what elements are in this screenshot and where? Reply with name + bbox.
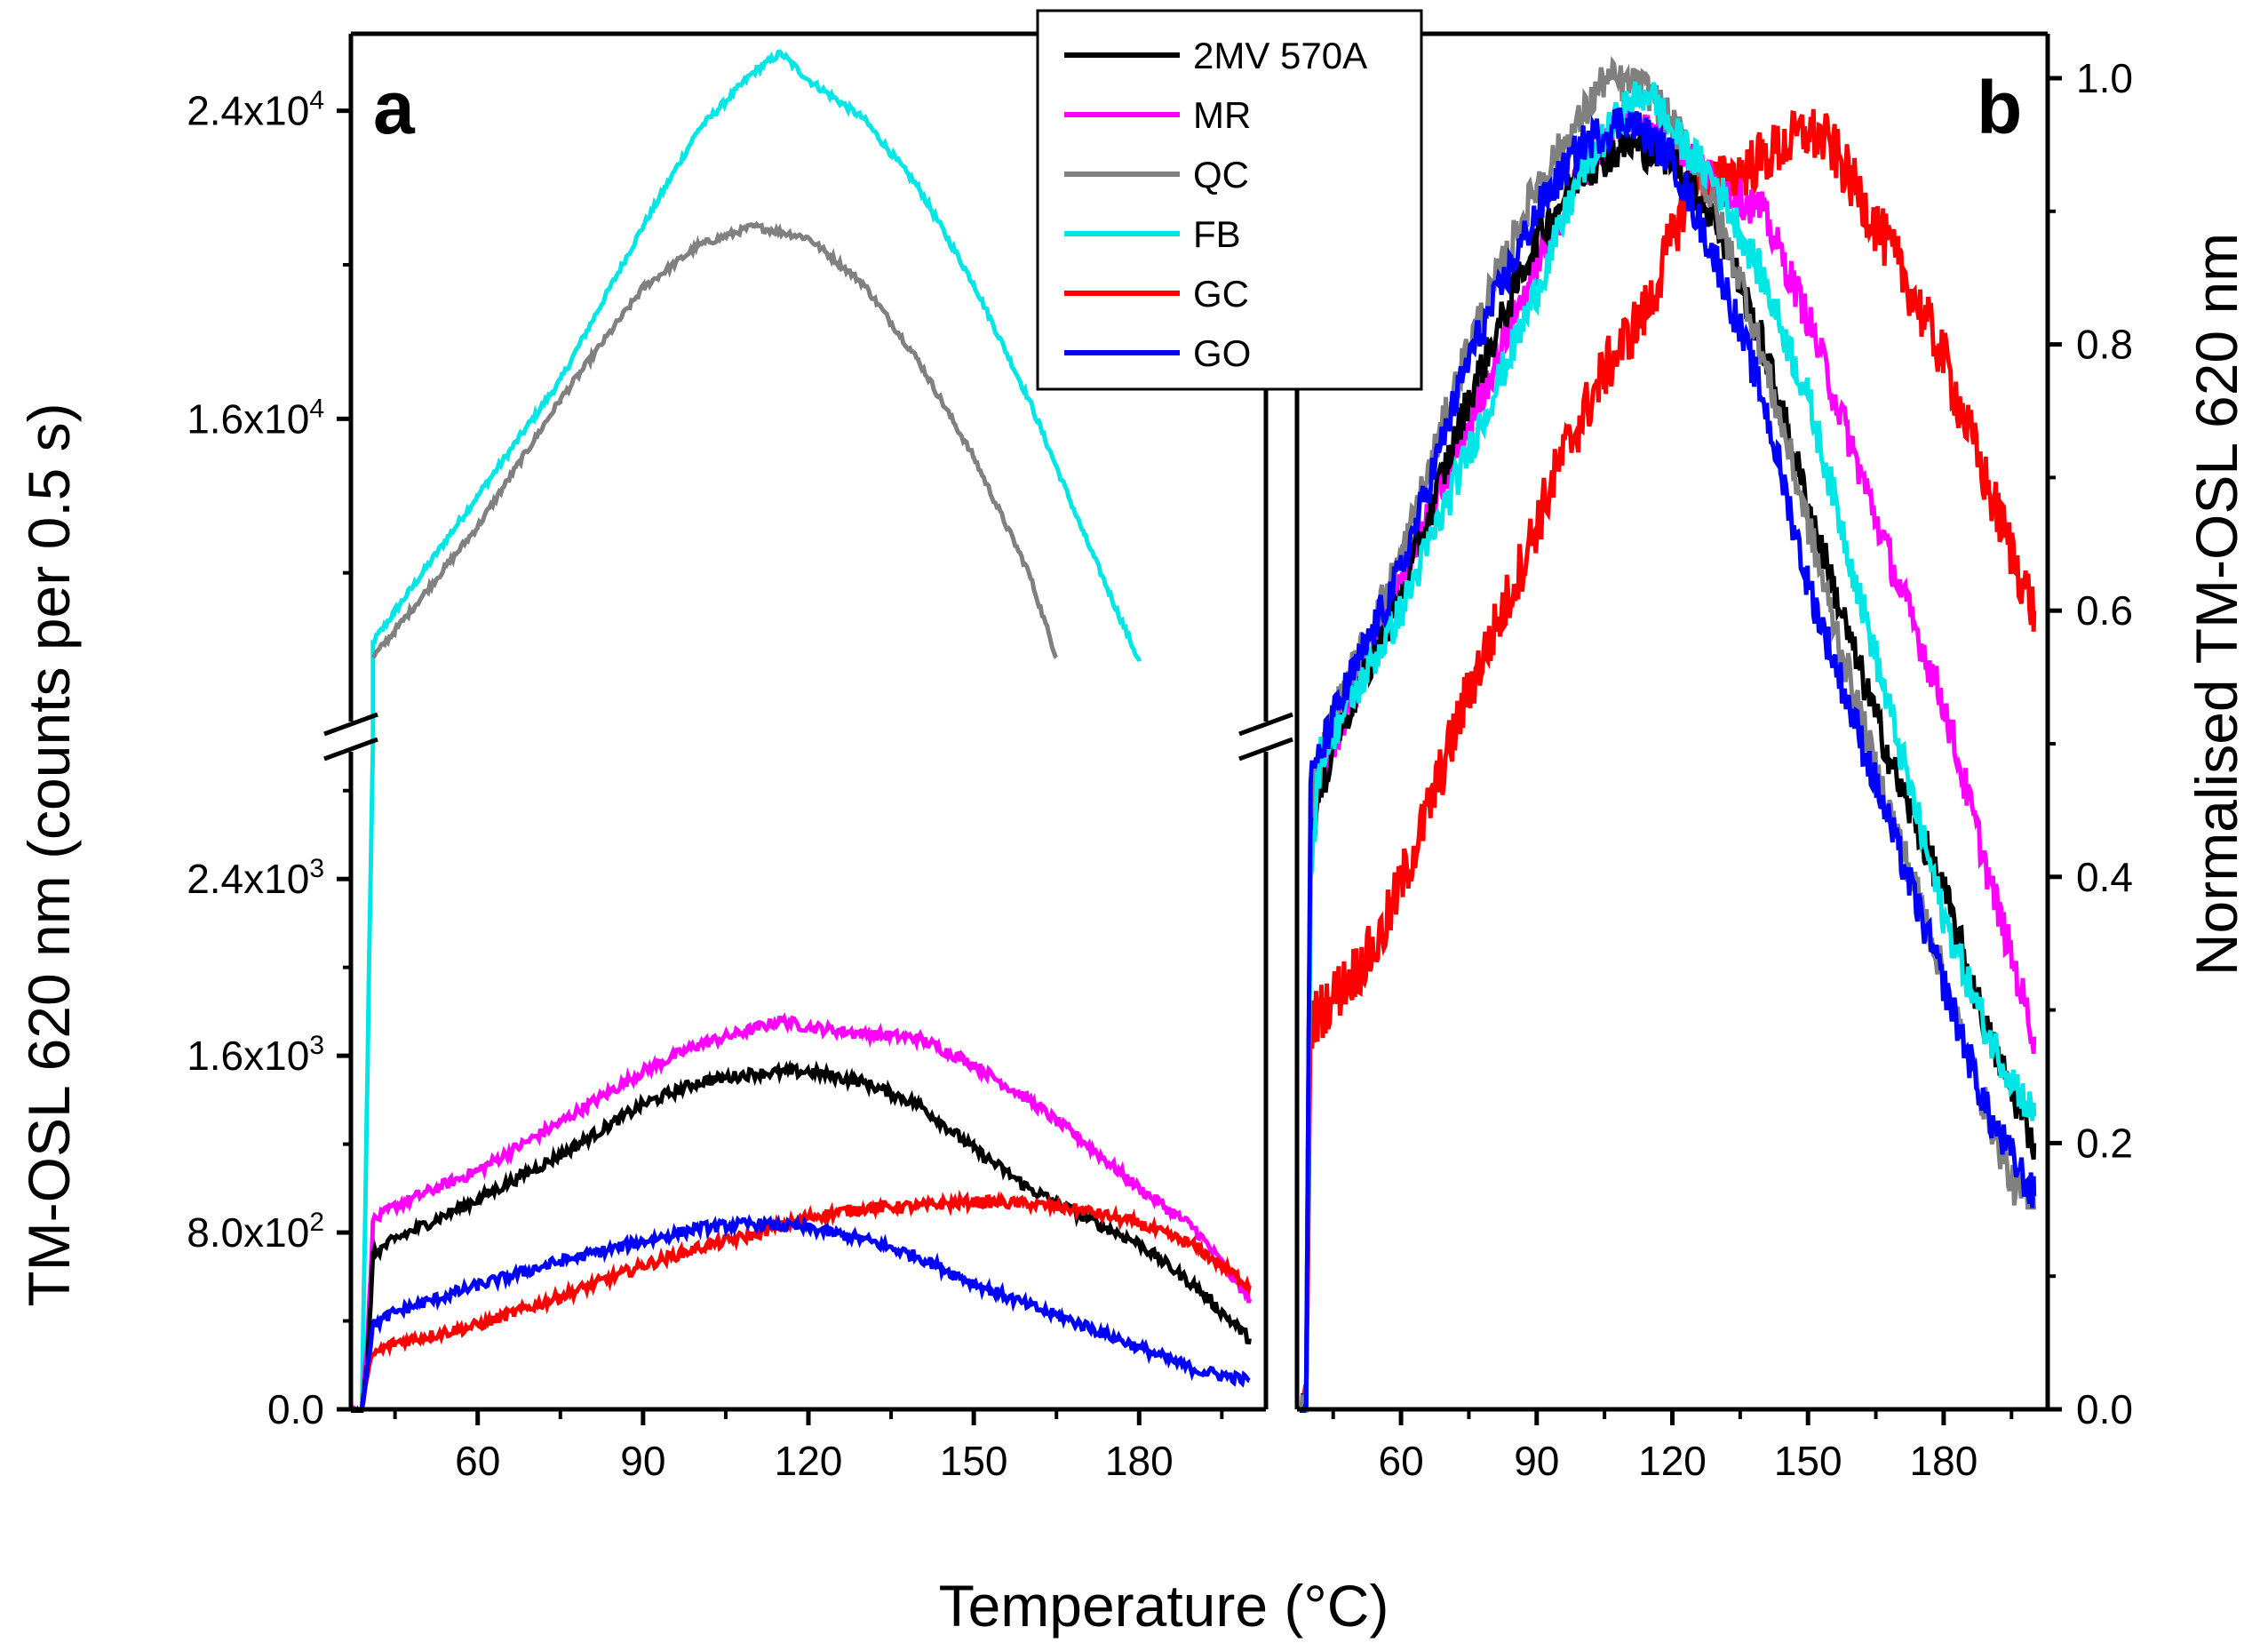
panel-b-y-tick-label: 0.4 xyxy=(2076,854,2133,900)
panel-b-series-fb xyxy=(1299,81,2037,1413)
axis-break-mark xyxy=(1238,712,1293,737)
panel-b-series xyxy=(1299,55,2037,1413)
legend-label-fb: FB xyxy=(1193,213,1241,255)
legend-label-go: GO xyxy=(1193,332,1251,374)
legend-box xyxy=(1036,9,1423,391)
axis-break-mark xyxy=(1238,737,1293,762)
panel-a-y-tick-label: 2.4x103 xyxy=(187,854,324,902)
panel-a-x-tick-label: 90 xyxy=(620,1438,665,1484)
panel-a-y-tick-label: 2.4x104 xyxy=(187,86,324,134)
panel-a-series-2mv-570a xyxy=(351,1059,1252,1413)
panel-a-x-tick-label: 150 xyxy=(940,1438,1008,1484)
panel-b-series-go xyxy=(1299,107,2037,1413)
panel-b-y-axis-title: Normalised TM-OSL 620 nm xyxy=(2184,233,2249,976)
panel-b-y-tick-label: 0.6 xyxy=(2076,587,2133,634)
panel-a-x-tick-label: 180 xyxy=(1105,1438,1174,1484)
legend-label-gc: GC xyxy=(1193,273,1249,315)
panel-b-x-tick-label: 60 xyxy=(1378,1438,1423,1484)
x-axis-title: Temperature (°C) xyxy=(939,1573,1389,1639)
panel-b-y-tick-label: 1.0 xyxy=(2076,55,2133,101)
legend-label-mr: MR xyxy=(1193,94,1251,136)
panel-b-x-tick-label: 90 xyxy=(1514,1438,1559,1484)
panel-b-x-tick-label: 120 xyxy=(1638,1438,1707,1484)
panel-b-y-tick-label: 0.8 xyxy=(2076,322,2133,368)
legend: 2MV 570A MR QC FB GC GO xyxy=(1036,9,1423,391)
panel-a-series-qc xyxy=(370,220,1059,659)
panel-a-series xyxy=(351,49,1252,1413)
legend-label-2mv-570a: 2MV 570A xyxy=(1193,35,1367,76)
panel-b-axes: 0.0 0.2 0.4 0.6 0.8 1.0 60 90 120 150 180 xyxy=(1294,31,2133,1484)
panel-b-series-gc xyxy=(1299,108,2037,1413)
axis-break-mark xyxy=(323,712,378,737)
panel-a-label: a xyxy=(373,66,416,149)
panel-a-series-go xyxy=(359,1214,1251,1410)
panel-a-y-tick-label: 0.0 xyxy=(267,1386,324,1432)
panel-a-x-tick-label: 120 xyxy=(775,1438,843,1484)
panel-a-series-gc xyxy=(359,1189,1252,1410)
panel-b: 0.0 0.2 0.4 0.6 0.8 1.0 60 90 120 150 180 b xyxy=(1294,31,2133,1484)
panel-a-y-tick-label: 8.0x102 xyxy=(187,1208,324,1256)
panel-a-series-mr xyxy=(351,1012,1252,1413)
panel-a-x-tick-label: 60 xyxy=(455,1438,500,1484)
panel-b-y-tick-label: 0.2 xyxy=(2076,1120,2133,1166)
legend-label-qc: QC xyxy=(1193,154,1249,195)
panel-b-x-tick-label: 150 xyxy=(1774,1438,1842,1484)
panel-a-series-fb xyxy=(359,49,1142,1410)
panel-a-y-tick-label: 1.6x103 xyxy=(187,1031,324,1079)
panel-a-y-tick-label: 1.6x104 xyxy=(187,394,324,442)
panel-b-x-tick-label: 180 xyxy=(1910,1438,1978,1484)
axis-break-mark xyxy=(323,737,378,762)
panel-a-y-axis-title: TM-OSL 620 nm (counts per 0.5 s) xyxy=(16,403,82,1306)
panel-b-y-tick-label: 0.0 xyxy=(2076,1386,2133,1432)
panel-b-label: b xyxy=(1977,66,2022,149)
